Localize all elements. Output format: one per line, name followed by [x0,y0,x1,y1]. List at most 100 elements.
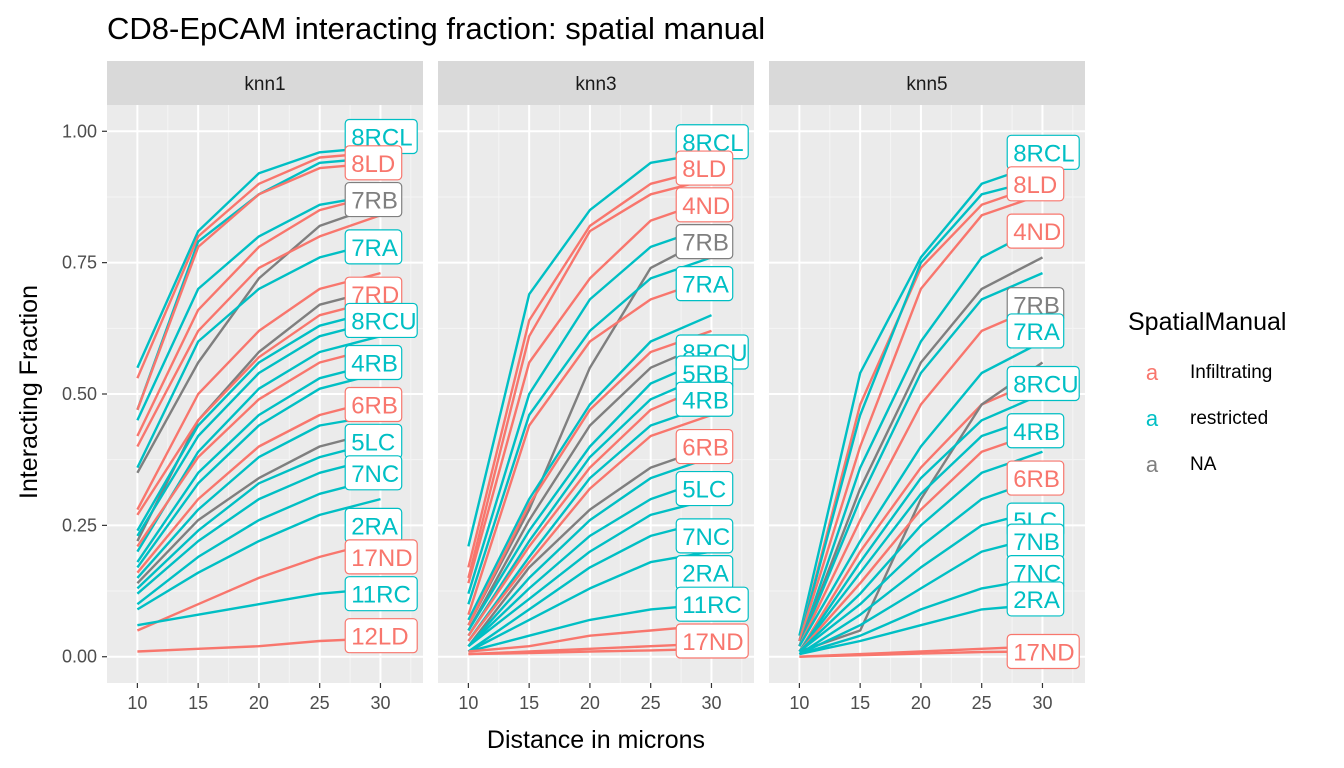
series-line-restricted [798,340,1044,647]
point-label: 7RA [344,229,403,265]
point-label: 4RB [675,381,734,417]
label-box [1006,365,1080,402]
series-line-na [467,445,712,647]
label-box [675,187,734,223]
x-tick-label: 30 [701,693,721,713]
series-line-na [799,361,1044,653]
y-tick-label: 0.00 [62,647,97,667]
y-tick-label: 0.25 [62,515,97,535]
series-line-infiltrating [136,161,381,411]
label-box [675,586,749,622]
label-box [1006,313,1065,349]
x-tick-label: 15 [850,693,870,713]
series-line-infiltrating [798,193,1043,642]
series-line-restricted [798,450,1043,653]
series-line-restricted [467,224,712,595]
label-text: 17ND [351,545,412,572]
label-text: 4ND [682,193,730,220]
y-tick-label: 0.50 [62,384,97,404]
point-label: 4RB [1006,413,1065,449]
series-line-infiltrating [467,329,712,626]
series-line-na [136,429,381,585]
series-line-restricted [467,403,712,642]
legend: SpatialManual a Infiltrating a restricted a N… [1128,308,1286,477]
label-text: 6RB [682,435,729,462]
x-tick-label: 25 [310,693,330,713]
series-line-infiltrating [798,303,1043,647]
label-box [344,145,403,181]
facet-strip-label: knn5 [906,74,947,95]
series-line-infiltrating [468,624,712,653]
x-tick-label: 25 [972,693,992,713]
x-tick-label: 25 [641,693,661,713]
series-line-restricted [467,356,712,632]
point-label: 5LC [675,470,734,507]
label-box [1006,413,1065,449]
point-label: 4ND [1006,213,1065,249]
point-label: 6RB [675,428,734,465]
series-line-restricted [467,518,712,653]
label-text: 8LD [1013,172,1057,199]
series-line-infiltrating [468,647,712,656]
label-text: 8RCU [351,308,416,335]
label-text: 6RB [1013,466,1060,493]
series-line-na [467,340,712,632]
series-line-infiltrating [136,345,381,548]
label-box [675,150,734,186]
y-axis-title: Interacting Fraction [15,285,43,499]
series-lines [798,161,1044,658]
facet-strip [438,61,754,105]
facet-strip-label: knn1 [244,74,285,95]
y-tick-label: 1.00 [62,121,97,141]
label-box [1006,633,1080,670]
series-line-infiltrating [467,277,712,616]
label-box [675,428,734,465]
x-tick-label: 15 [519,693,539,713]
label-text: 8LD [682,156,726,183]
chart-title: CD8-EpCAM interacting fraction: spatial … [107,11,765,46]
point-label: 7NB [1006,523,1065,559]
label-box [675,518,734,554]
series-line-infiltrating [467,413,712,642]
series-labels: 8RCL8LD4ND7RB7RA8RCU4RB6RB5LC7NB7NC2RA17… [1006,134,1080,670]
series-line-infiltrating [798,377,1043,653]
label-box [675,266,734,302]
series-line-restricted [799,603,1043,656]
x-tick-label: 30 [370,693,390,713]
label-text: 7RA [682,272,729,299]
label-box [1006,581,1065,617]
label-box [675,224,734,260]
series-line-restricted [798,224,1044,647]
label-box [344,455,403,491]
series-line-na [467,235,713,626]
series-line-restricted [467,314,712,621]
label-text: 6RB [351,393,398,420]
point-label: 17ND [675,623,749,659]
label-box [344,618,418,654]
series-line-restricted [798,392,1043,653]
label-text: 2RA [1013,587,1060,614]
label-text: 7NC [351,461,399,488]
label-box [1006,166,1065,202]
label-box [344,344,403,381]
series-line-infiltrating [136,398,381,574]
series-line-na [136,203,381,474]
series-labels: 8RCL8LD4ND7RB7RA8RCU5RB4RB6RB5LC7NC2RA11… [675,124,749,659]
x-tick-label: 30 [1032,693,1052,713]
x-tick-label: 20 [580,693,600,713]
point-label: 4RB [344,344,403,381]
point-label: 17ND [1006,633,1080,670]
label-text: 11RC [351,582,411,609]
label-text: 5LC [682,477,726,504]
series-line-restricted [798,413,1043,653]
x-tick-label: 20 [911,693,931,713]
label-text: 8RCU [1013,371,1078,398]
legend-key-glyph: a [1146,406,1159,431]
series-line-restricted [136,308,381,532]
label-text: 7RA [1013,319,1060,346]
label-text: 2RA [351,513,398,540]
point-label: 7NC [344,455,403,491]
series-line-restricted [136,440,381,590]
